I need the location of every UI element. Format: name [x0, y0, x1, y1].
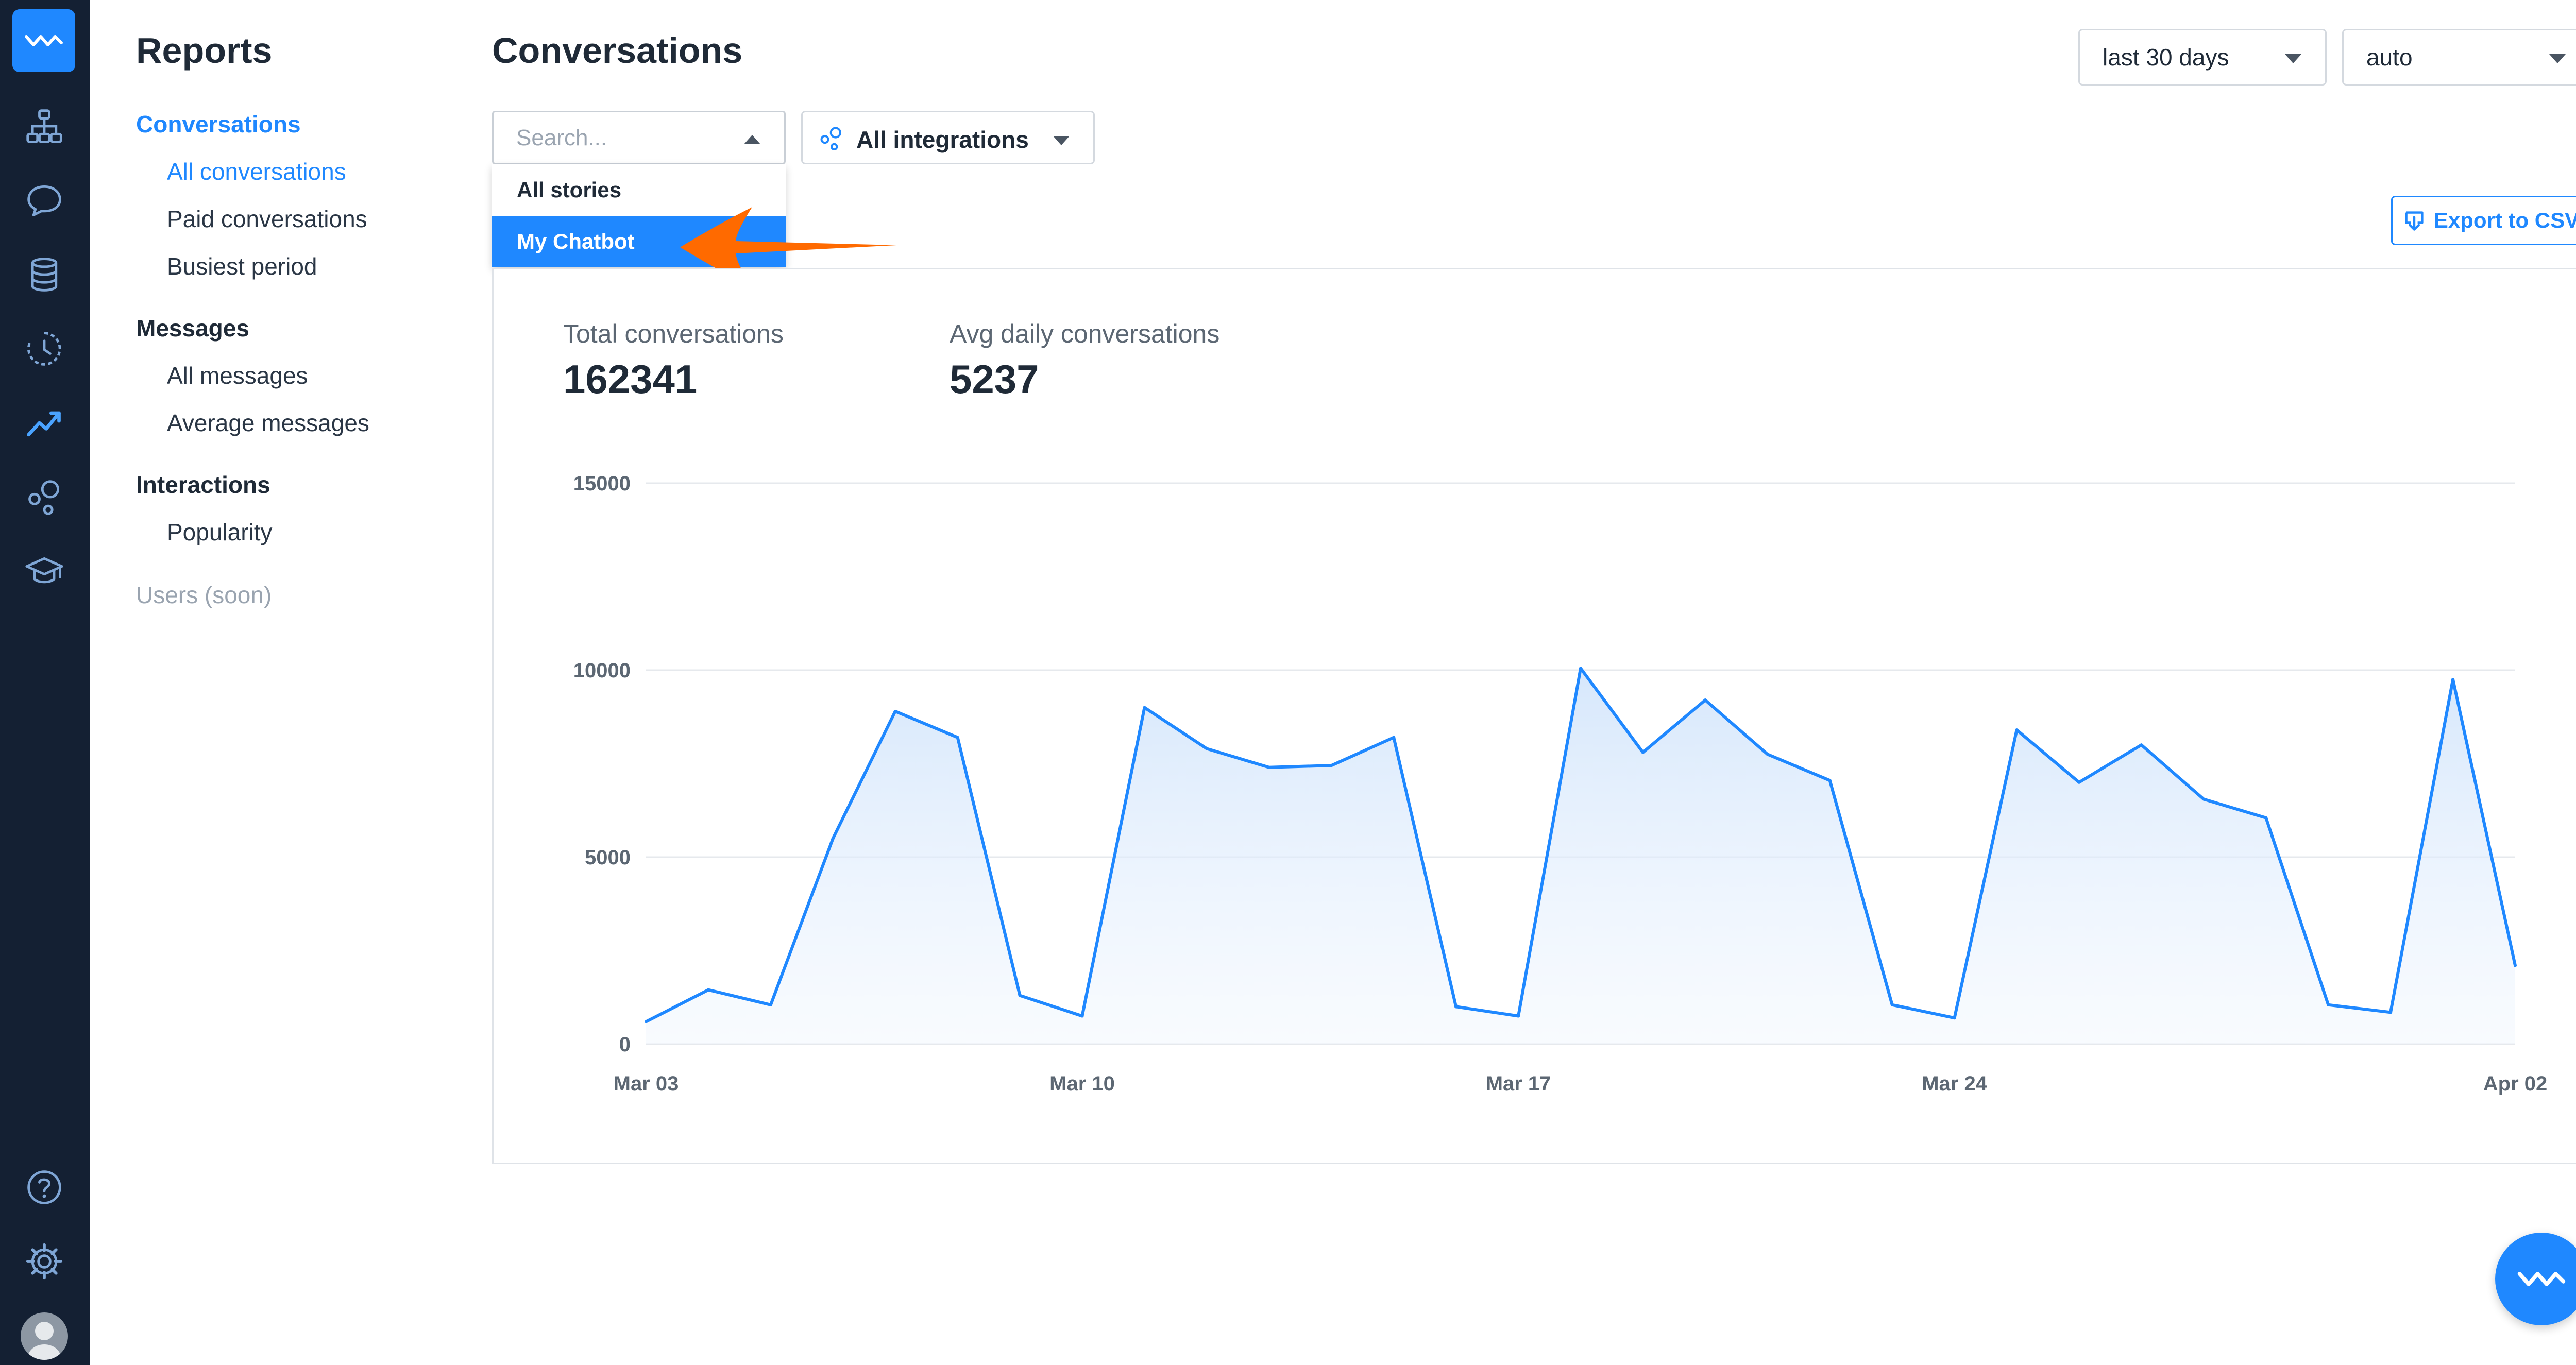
app-logo-icon[interactable] [12, 9, 75, 72]
data-point[interactable] [1828, 779, 1832, 782]
period-select[interactable]: last 30 days [2078, 29, 2327, 86]
integrations-select-value: All integrations [856, 126, 1029, 153]
chevron-up-icon[interactable] [744, 135, 760, 144]
chat-widget-icon [2517, 1272, 2566, 1286]
settings-gear-icon[interactable] [22, 1239, 66, 1284]
sidebar-group-interactions[interactable]: Interactions [136, 471, 270, 498]
sidebar-title: Reports [136, 30, 273, 71]
data-point[interactable] [1205, 747, 1209, 750]
data-point[interactable] [831, 837, 835, 840]
data-point[interactable] [1641, 750, 1645, 754]
x-tick-label: Mar 03 [614, 1072, 679, 1095]
data-point[interactable] [2514, 964, 2517, 967]
period-select-value: last 30 days [2103, 44, 2229, 71]
data-point[interactable] [1579, 667, 1582, 670]
x-tick-label: Mar 10 [1049, 1072, 1115, 1095]
conversations-area-chart: 0 5000 10000 15000 Mar 03 Mar 10 Mar 17 Mar 24… [573, 472, 2548, 1095]
sidebar-item-popularity[interactable]: Popularity [167, 519, 273, 545]
avg-daily-conversations-label: Avg daily conversations [950, 319, 1220, 348]
data-point[interactable] [645, 1020, 648, 1023]
database-icon[interactable] [22, 252, 66, 297]
data-point[interactable] [2389, 1011, 2393, 1014]
export-csv-label: Export to CSV [2433, 208, 2576, 232]
help-icon[interactable] [22, 1165, 66, 1209]
chart-card: Total conversations 162341 Avg daily con… [492, 268, 2576, 1164]
sidebar-group-conversations[interactable]: Conversations [136, 111, 301, 138]
y-tick-label: 5000 [585, 846, 631, 869]
data-point[interactable] [1392, 736, 1396, 739]
sidebar-item-average-messages[interactable]: Average messages [167, 410, 369, 436]
download-icon [2405, 211, 2424, 231]
y-tick-label: 15000 [573, 472, 631, 495]
chevron-down-icon [1053, 136, 1070, 145]
user-avatar[interactable] [21, 1312, 68, 1360]
data-point[interactable] [2327, 1003, 2330, 1006]
total-conversations-label: Total conversations [563, 319, 784, 348]
data-point[interactable] [893, 709, 897, 713]
sidebar-item-all-conversations[interactable]: All conversations [167, 158, 346, 185]
page-title: Conversations [492, 30, 743, 71]
data-point[interactable] [1080, 1014, 1084, 1018]
academy-cap-icon[interactable] [22, 549, 66, 593]
sidebar-item-busiest-period[interactable]: Busiest period [167, 253, 317, 280]
data-point[interactable] [1517, 1014, 1520, 1018]
sidebar-item-all-messages[interactable]: All messages [167, 362, 308, 389]
data-point[interactable] [2202, 797, 2206, 801]
integrations-icon [820, 127, 841, 151]
data-point[interactable] [956, 736, 959, 739]
data-point[interactable] [1703, 698, 1707, 702]
chat-widget-button[interactable] [2495, 1233, 2576, 1325]
icon-rail [0, 0, 90, 1365]
chevron-down-icon [2285, 54, 2301, 63]
story-search-input[interactable] [516, 124, 733, 152]
data-point[interactable] [1890, 1003, 1894, 1006]
chat-bubble-icon[interactable] [22, 178, 66, 223]
x-tick-label: Apr 02 [2483, 1072, 2548, 1095]
data-point[interactable] [2140, 743, 2143, 747]
y-tick-label: 10000 [573, 659, 631, 682]
data-point[interactable] [1330, 764, 1333, 767]
y-tick-label: 0 [619, 1033, 631, 1056]
data-point[interactable] [2077, 780, 2081, 784]
x-tick-label: Mar 17 [1486, 1072, 1551, 1095]
integrations-icon[interactable] [22, 475, 66, 519]
sidebar-group-messages[interactable]: Messages [136, 315, 249, 342]
data-point[interactable] [769, 1003, 772, 1006]
data-point[interactable] [1953, 1016, 1956, 1020]
data-point[interactable] [1766, 753, 1769, 756]
annotation-arrow-icon [680, 207, 896, 287]
data-point[interactable] [1267, 765, 1271, 769]
history-clock-icon[interactable] [22, 327, 66, 371]
data-point[interactable] [2015, 728, 2019, 732]
granularity-select[interactable]: auto [2342, 29, 2576, 86]
total-conversations-value: 162341 [563, 356, 698, 402]
org-chart-icon[interactable] [22, 104, 66, 148]
avg-daily-conversations-value: 5237 [950, 356, 1039, 402]
data-point[interactable] [2264, 816, 2268, 820]
sidebar-item-paid-conversations[interactable]: Paid conversations [167, 206, 367, 232]
data-point[interactable] [2451, 678, 2455, 681]
export-csv-button[interactable]: Export to CSV [2391, 196, 2576, 245]
x-tick-label: Mar 24 [1922, 1072, 1987, 1095]
story-option-all-stories[interactable]: All stories [517, 178, 622, 202]
data-point[interactable] [1018, 994, 1022, 997]
chevron-down-icon [2549, 54, 2566, 63]
integrations-select[interactable]: All integrations [801, 111, 1095, 164]
area-fill [646, 668, 2515, 1044]
data-point[interactable] [706, 988, 710, 992]
analytics-trend-icon[interactable] [22, 401, 66, 445]
data-point[interactable] [1143, 706, 1146, 709]
data-point[interactable] [1454, 1005, 1458, 1009]
granularity-select-value: auto [2366, 44, 2413, 71]
story-search-select[interactable] [492, 111, 786, 164]
sidebar-item-users-soon: Users (soon) [136, 582, 272, 608]
